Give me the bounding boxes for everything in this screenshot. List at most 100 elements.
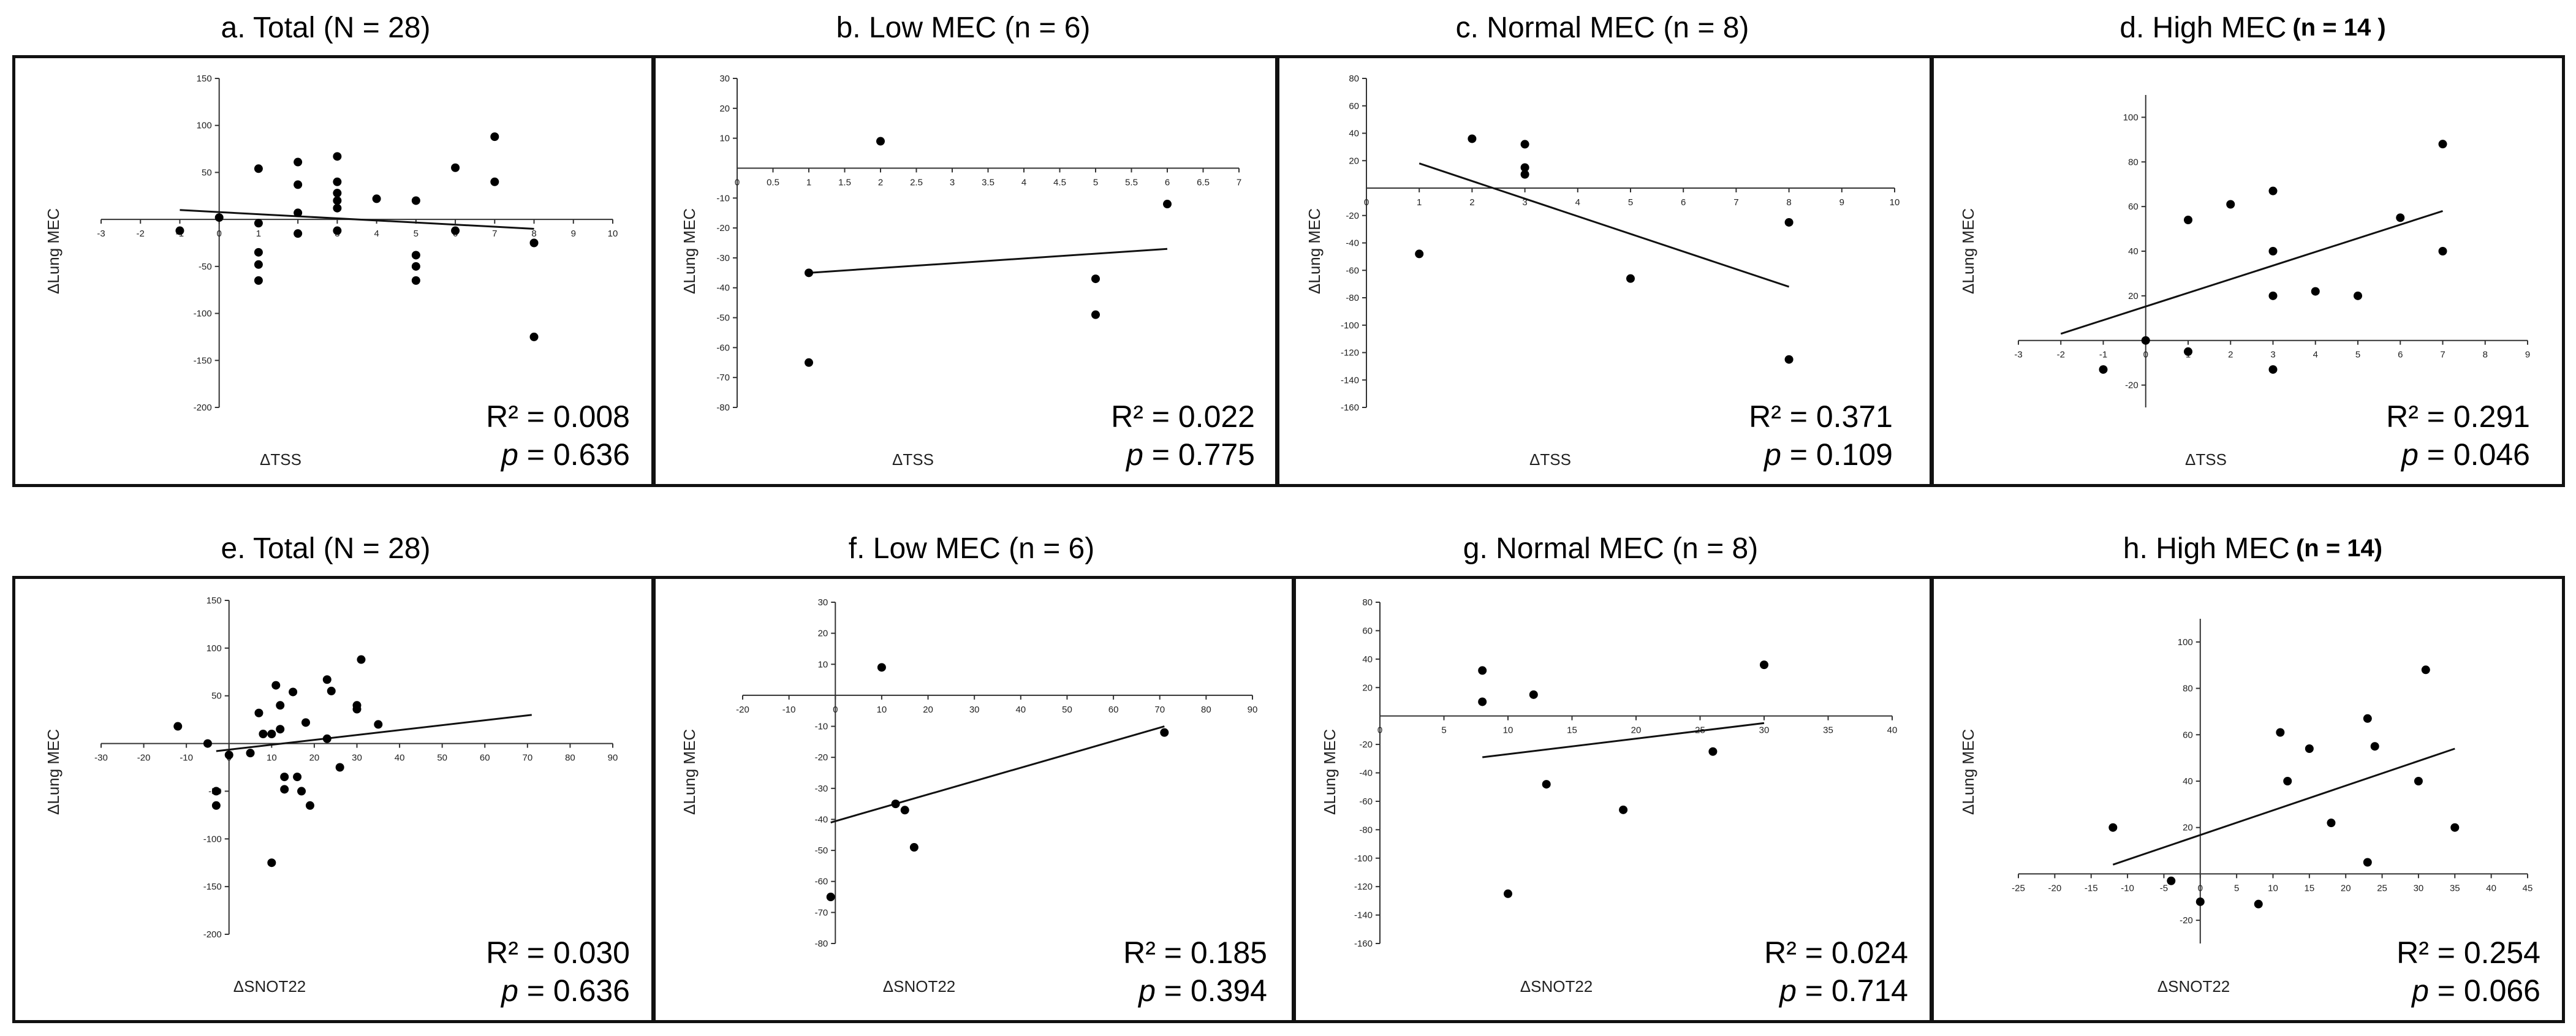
x-tick-label: 50 — [1062, 705, 1072, 715]
x-tick-label: -20 — [2048, 883, 2062, 893]
data-point — [1478, 666, 1487, 675]
x-tick-label: -20 — [137, 753, 151, 763]
x-tick-label: 30 — [1759, 725, 1770, 736]
panel-title-text: g. Normal MEC — [1463, 532, 1664, 565]
x-tick-label: 6 — [1165, 177, 1170, 187]
y-tick-label: -10 — [716, 193, 730, 203]
data-point — [1415, 249, 1424, 259]
data-point — [1163, 200, 1172, 209]
x-tick-label: 0 — [1364, 197, 1369, 208]
y-tick-label: -120 — [1341, 348, 1359, 358]
y-tick-label: -150 — [203, 882, 222, 892]
xlabel-f: ΔSNOT22 — [882, 977, 956, 996]
data-point — [2396, 213, 2405, 222]
panel-title-text: f. Low MEC — [848, 532, 1001, 565]
x-tick-label: 4 — [1575, 197, 1580, 208]
y-tick-label: 30 — [818, 597, 828, 608]
x-tick-label: 6 — [2398, 350, 2403, 360]
x-tick-label: 20 — [1631, 725, 1642, 736]
data-point — [203, 739, 212, 748]
x-tick-label: 10 — [267, 753, 277, 763]
data-point — [289, 687, 298, 697]
y-tick-label: 20 — [719, 104, 730, 114]
x-tick-label: 90 — [608, 753, 618, 763]
p-value: = 0.394 — [1164, 974, 1267, 1008]
x-tick-label: -25 — [2012, 883, 2025, 893]
regression-line — [1419, 162, 1790, 288]
data-point — [2254, 899, 2263, 909]
p-value: = 0.046 — [2426, 437, 2530, 472]
y-tick-label: 100 — [206, 643, 222, 654]
plot-panel-a: -3-2-1012345678910-200-150-100-505010015… — [97, 74, 618, 413]
panel-n-label: (n = 6) — [1004, 11, 1091, 44]
plot-panel-b: 0 0.5 1 1.5 2 2.5 3 3.5 4 4.5 5 5.5 6 6.5 7 -80 -70 -60 -5… — [716, 74, 1241, 413]
regression-line — [2060, 210, 2443, 335]
xlabel-d: ΔTSS — [2185, 450, 2227, 469]
data-point — [2421, 665, 2430, 675]
y-tick-label: 20 — [2183, 823, 2193, 833]
data-point — [294, 157, 303, 167]
y-tick-label: 10 — [719, 134, 730, 144]
xlabel-e: ΔSNOT22 — [233, 977, 306, 996]
r-squared: R² = 0.024 — [1764, 936, 1908, 970]
data-point — [322, 675, 331, 684]
data-point — [451, 163, 460, 172]
data-point — [280, 773, 289, 782]
stats-c: R² = 0.371 p = 0.109 — [1749, 401, 1893, 470]
data-point — [1626, 274, 1635, 283]
x-tick-label: 7 — [2440, 350, 2445, 360]
y-tick-label: -40 — [716, 283, 730, 293]
x-tick-label: 2 — [878, 177, 883, 187]
stats-d: R² = 0.291 p = 0.046 — [2386, 401, 2530, 470]
r-squared: R² = 0.008 — [486, 399, 630, 434]
x-tick-label: 7 — [492, 229, 497, 239]
x-tick-label: 8 — [1786, 197, 1791, 208]
y-tick-label: -60 — [1346, 265, 1359, 276]
panel-title-text: e. Total — [221, 532, 316, 565]
x-tick-label: 0 — [217, 229, 222, 239]
data-point — [1520, 140, 1529, 149]
x-tick-label: 40 — [1887, 725, 1898, 736]
r-squared: R² = 0.185 — [1123, 936, 1267, 970]
y-tick-label: -80 — [815, 939, 828, 949]
y-tick-label: 20 — [818, 629, 828, 639]
y-tick-label: -160 — [1354, 939, 1373, 949]
x-tick-label: 5 — [2234, 883, 2239, 893]
x-tick-label: 4 — [1021, 177, 1026, 187]
y-tick-label: 20 — [2128, 291, 2138, 301]
x-tick-label: 4 — [2313, 350, 2318, 360]
data-point — [2226, 200, 2235, 209]
data-point — [490, 177, 499, 186]
x-tick-label: 90 — [1248, 705, 1258, 715]
data-point — [877, 663, 886, 672]
x-tick-label: -2 — [137, 229, 145, 239]
data-point — [267, 730, 276, 738]
data-point — [2268, 186, 2278, 195]
panel-title-e: e. Total (N = 28) — [0, 521, 651, 576]
data-point — [254, 219, 263, 228]
y-tick-label: -100 — [1354, 853, 1373, 864]
x-tick-label: 40 — [2486, 883, 2496, 893]
x-tick-label: 45 — [2523, 883, 2533, 893]
data-point — [333, 226, 342, 235]
x-tick-label: 3 — [950, 177, 955, 187]
data-point — [490, 132, 499, 142]
data-point — [451, 226, 460, 235]
data-point — [1468, 134, 1477, 143]
regression-line — [1482, 722, 1765, 758]
y-tick-label: -30 — [716, 253, 730, 263]
y-tick-label: -200 — [203, 929, 222, 940]
stats-b: R² = 0.022 p = 0.775 — [1111, 401, 1255, 470]
data-point — [305, 801, 314, 810]
panel-n-label: (n = 14) — [2295, 534, 2383, 562]
data-point — [1520, 170, 1529, 179]
y-tick-label: 100 — [2123, 112, 2138, 123]
data-point — [276, 725, 285, 734]
data-point — [1784, 217, 1794, 227]
stats-h: R² = 0.254 p = 0.066 — [2396, 937, 2540, 1006]
stats-e: R² = 0.030 p = 0.636 — [486, 937, 630, 1006]
y-tick-label: 10 — [818, 659, 828, 670]
data-point — [2268, 291, 2278, 300]
p-value: = 0.109 — [1789, 437, 1893, 472]
x-tick-label: -20 — [736, 705, 749, 715]
